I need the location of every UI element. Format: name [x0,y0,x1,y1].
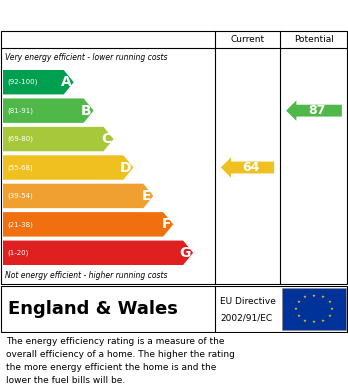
Text: ★: ★ [294,307,298,311]
Text: ★: ★ [303,319,307,323]
Text: ★: ★ [321,319,325,323]
Text: The energy efficiency rating is a measure of the
overall efficiency of a home. T: The energy efficiency rating is a measur… [6,337,235,385]
Polygon shape [3,70,74,95]
Polygon shape [3,240,193,265]
Polygon shape [3,99,94,123]
Text: (69-80): (69-80) [7,136,33,142]
Polygon shape [286,100,342,121]
Text: Potential: Potential [294,34,334,43]
Polygon shape [3,127,113,151]
Text: Current: Current [230,34,264,43]
Text: 2002/91/EC: 2002/91/EC [220,313,272,322]
Text: England & Wales: England & Wales [8,300,178,318]
Polygon shape [3,184,153,208]
Text: ★: ★ [321,295,325,300]
Text: D: D [120,160,132,174]
Text: Not energy efficient - higher running costs: Not energy efficient - higher running co… [5,271,167,280]
Text: (81-91): (81-91) [7,108,33,114]
Polygon shape [3,212,173,237]
Text: (1-20): (1-20) [7,249,29,256]
Text: (21-38): (21-38) [7,221,33,228]
Text: ★: ★ [327,300,331,304]
Text: ★: ★ [330,307,334,311]
Polygon shape [221,157,274,178]
Text: ★: ★ [296,300,300,304]
Text: C: C [101,132,111,146]
Text: 87: 87 [308,104,326,117]
Bar [282,288,346,330]
Text: F: F [162,217,171,231]
Text: (55-68): (55-68) [7,164,33,171]
Text: (39-54): (39-54) [7,193,33,199]
Text: (92-100): (92-100) [7,79,37,86]
Text: A: A [61,75,72,89]
Text: G: G [180,246,191,260]
Text: Energy Efficiency Rating: Energy Efficiency Rating [8,7,218,23]
Text: ★: ★ [303,295,307,300]
Text: ★: ★ [312,321,316,325]
Text: ★: ★ [327,314,331,318]
Text: 64: 64 [242,161,259,174]
Text: EU Directive: EU Directive [220,297,276,306]
Text: E: E [142,189,151,203]
Text: B: B [81,104,92,118]
Text: Very energy efficient - lower running costs: Very energy efficient - lower running co… [5,54,167,63]
Text: ★: ★ [296,314,300,318]
Text: ★: ★ [312,294,316,298]
Polygon shape [3,155,133,180]
